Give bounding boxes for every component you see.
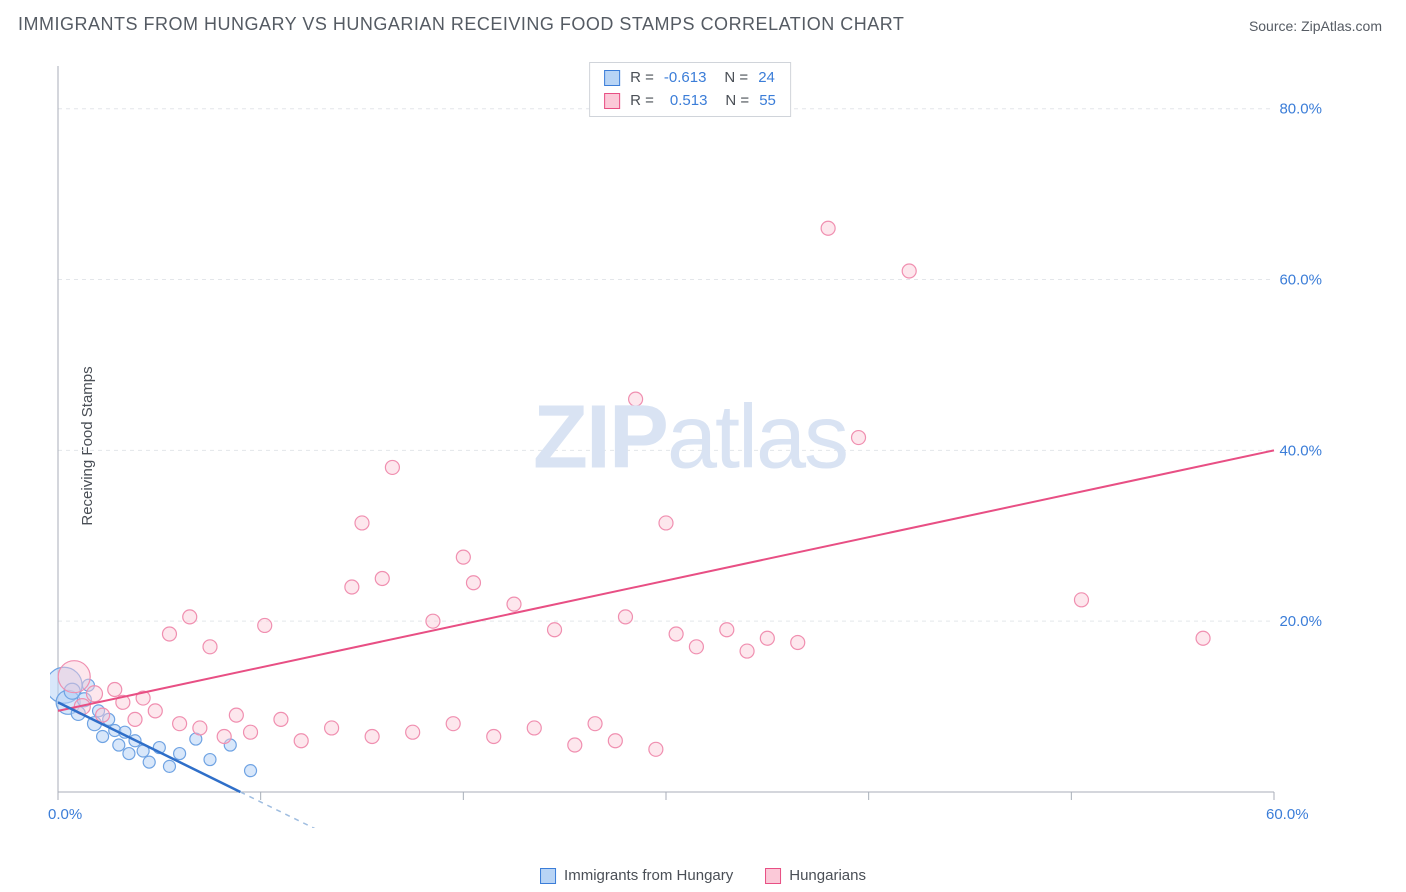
x-axis-min-label: 0.0% [48, 806, 82, 823]
svg-text:40.0%: 40.0% [1279, 442, 1322, 459]
chart-canvas: 20.0% 40.0% 60.0% 80.0% [50, 58, 1330, 828]
correlation-stats: R = -0.613 N = 24 R = 0.513 N = 55 [589, 62, 791, 117]
svg-text:60.0%: 60.0% [1279, 272, 1322, 289]
svg-text:80.0%: 80.0% [1279, 101, 1322, 118]
source-label: Source: ZipAtlas.com [1249, 18, 1382, 34]
legend-swatch-immigrants [540, 868, 556, 884]
legend-label-hungarians: Hungarians [789, 867, 866, 884]
legend-item-hungarians: Hungarians [765, 867, 866, 884]
swatch-immigrants [604, 70, 620, 86]
swatch-hungarians [604, 93, 620, 109]
scatter-plot: ZIPatlas 20.0%40.0%60.0%80.0% R = -0.613… [50, 58, 1330, 828]
legend-item-immigrants: Immigrants from Hungary [540, 867, 733, 884]
svg-text:20.0%: 20.0% [1279, 613, 1322, 630]
stats-row-hungarians: R = 0.513 N = 55 [604, 90, 776, 113]
chart-title: IMMIGRANTS FROM HUNGARY VS HUNGARIAN REC… [18, 14, 904, 35]
stats-row-immigrants: R = -0.613 N = 24 [604, 67, 776, 90]
x-axis-max-label: 60.0% [1266, 806, 1309, 823]
legend: Immigrants from Hungary Hungarians [540, 867, 866, 884]
legend-label-immigrants: Immigrants from Hungary [564, 867, 733, 884]
legend-swatch-hungarians [765, 868, 781, 884]
